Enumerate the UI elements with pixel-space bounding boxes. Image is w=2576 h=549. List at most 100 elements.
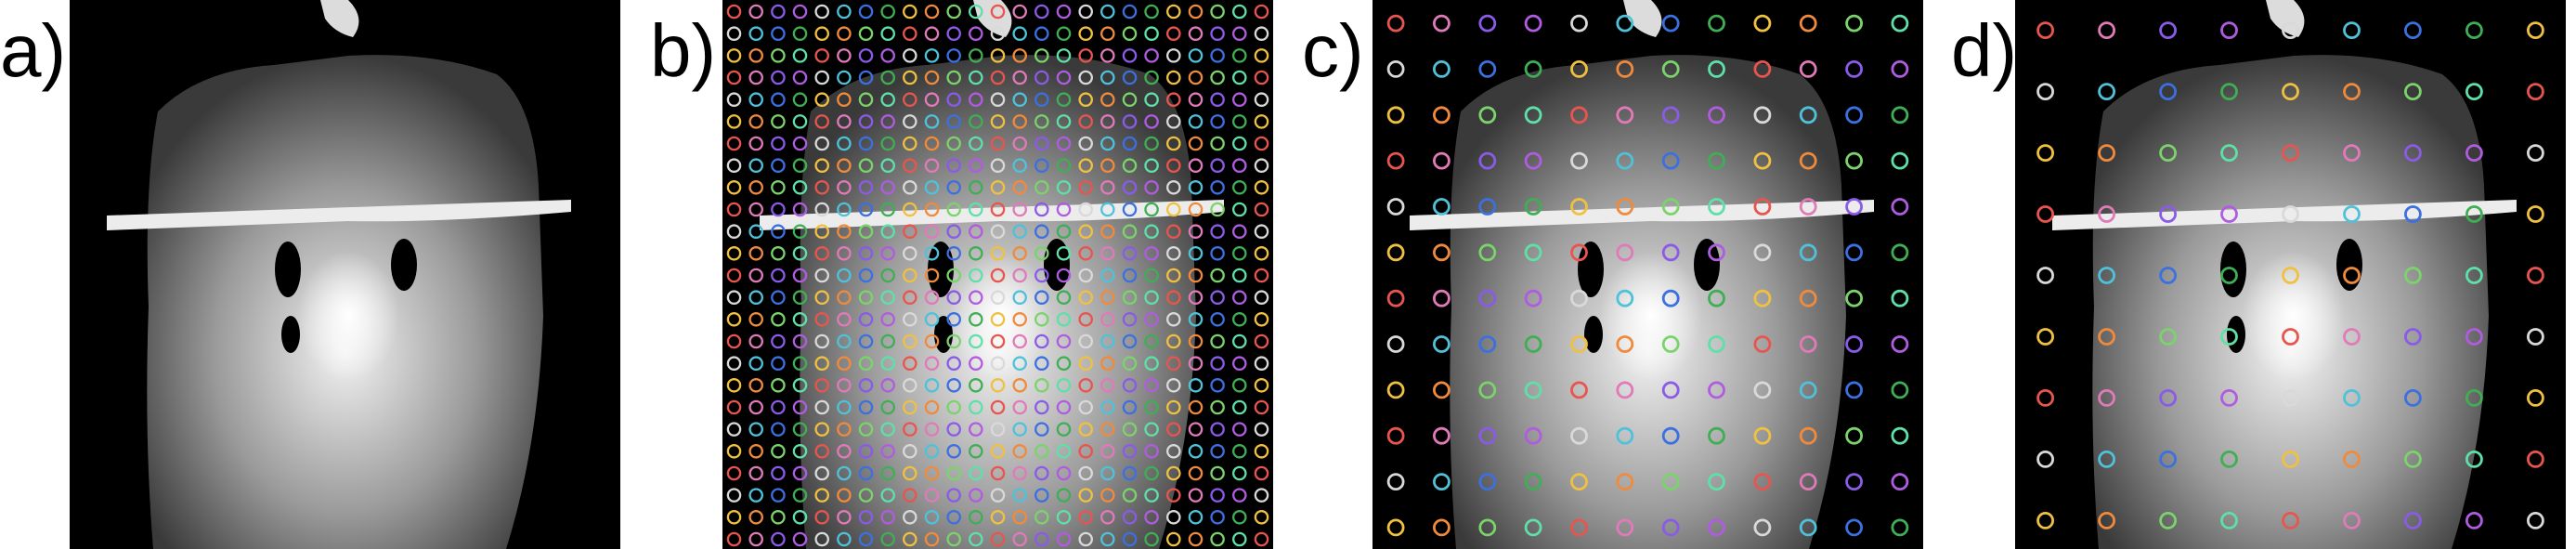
sample-ring bbox=[1012, 114, 1027, 129]
sample-ring bbox=[1056, 290, 1072, 305]
sample-ring bbox=[1188, 465, 1203, 481]
sample-ring bbox=[1232, 333, 1247, 349]
sample-ring bbox=[1799, 518, 1817, 537]
sample-ring bbox=[837, 356, 852, 371]
sample-ring bbox=[2465, 144, 2483, 163]
sample-ring bbox=[858, 26, 874, 41]
sample-ring bbox=[1254, 268, 1269, 283]
sample-ring bbox=[792, 268, 808, 283]
sample-ring bbox=[990, 378, 1006, 393]
sample-ring bbox=[771, 158, 786, 173]
sample-ring bbox=[880, 180, 895, 195]
sample-ring bbox=[990, 312, 1006, 327]
sample-ring bbox=[792, 92, 808, 107]
sample-ring bbox=[969, 399, 983, 415]
sample-ring bbox=[792, 180, 808, 195]
sample-ring bbox=[1433, 473, 1451, 490]
sample-ring bbox=[726, 202, 742, 217]
sample-ring bbox=[1034, 180, 1049, 195]
sample-ring bbox=[1078, 290, 1093, 305]
sample-ring bbox=[726, 92, 742, 107]
sample-ring bbox=[946, 268, 961, 283]
sample-ring bbox=[1166, 465, 1181, 481]
sample-ring bbox=[1570, 473, 1588, 490]
sample-ring bbox=[814, 422, 829, 437]
sample-ring bbox=[1799, 151, 1817, 170]
sample-ring bbox=[1166, 4, 1181, 20]
sample-ring bbox=[814, 224, 829, 239]
sample-ring bbox=[1012, 488, 1027, 503]
sample-ring bbox=[2098, 21, 2115, 39]
sample-ring bbox=[748, 510, 763, 525]
sample-ring bbox=[2403, 512, 2422, 529]
sample-ring bbox=[771, 268, 786, 283]
sample-ring bbox=[946, 4, 961, 20]
sample-ring bbox=[990, 290, 1006, 305]
sample-ring bbox=[771, 488, 786, 503]
glasses-bar bbox=[107, 200, 571, 230]
sample-ring bbox=[726, 333, 742, 349]
sample-ring bbox=[1478, 243, 1497, 262]
sample-ring bbox=[1144, 465, 1159, 481]
sample-ring bbox=[924, 246, 940, 261]
sample-ring bbox=[1708, 60, 1725, 78]
sample-ring bbox=[946, 136, 961, 151]
sample-ring bbox=[2343, 83, 2361, 100]
sample-ring bbox=[2465, 83, 2483, 100]
sample-ring bbox=[858, 70, 874, 85]
glasses-bar bbox=[760, 200, 1224, 230]
sample-ring bbox=[946, 26, 961, 41]
sample-ring bbox=[858, 399, 874, 415]
sample-ring bbox=[748, 136, 763, 151]
sample-ring bbox=[990, 202, 1006, 217]
sample-ring bbox=[1166, 488, 1181, 503]
sample-ring bbox=[924, 136, 940, 151]
sample-ring bbox=[1034, 268, 1049, 283]
sample-ring bbox=[2343, 512, 2361, 529]
sample-ring bbox=[969, 70, 983, 85]
sample-ring bbox=[858, 4, 874, 20]
sample-ring bbox=[748, 180, 763, 195]
sample-ring bbox=[990, 510, 1006, 525]
sample-ring bbox=[1056, 26, 1072, 41]
sample-ring bbox=[1891, 335, 1909, 353]
sample-ring bbox=[946, 180, 961, 195]
sample-ring bbox=[1570, 60, 1588, 78]
sample-ring bbox=[792, 356, 808, 371]
sample-ring bbox=[1166, 114, 1181, 129]
sample-ring bbox=[1386, 381, 1405, 399]
nose-highlight bbox=[2243, 251, 2345, 381]
sample-ring bbox=[880, 488, 895, 503]
sample-ring bbox=[1188, 246, 1203, 261]
sample-ring bbox=[1254, 26, 1269, 41]
sample-ring bbox=[858, 312, 874, 327]
sample-ring bbox=[2465, 21, 2483, 39]
sample-ring bbox=[2159, 267, 2178, 284]
sample-ring bbox=[1570, 518, 1588, 537]
sample-ring bbox=[1891, 198, 1909, 216]
sample-ring bbox=[748, 333, 763, 349]
sample-ring bbox=[2343, 328, 2361, 346]
sample-ring bbox=[792, 202, 808, 217]
sample-ring bbox=[1056, 114, 1072, 129]
sample-ring bbox=[792, 531, 808, 547]
sample-ring bbox=[814, 399, 829, 415]
sample-ring bbox=[1100, 531, 1115, 547]
sample-ring bbox=[1122, 26, 1138, 41]
depth-face-image-b bbox=[722, 0, 1273, 549]
sample-ring bbox=[771, 26, 786, 41]
sample-ring bbox=[946, 510, 961, 525]
sample-ring bbox=[880, 444, 895, 459]
sample-ring bbox=[1433, 335, 1451, 353]
sample-ring bbox=[2220, 144, 2238, 163]
sample-ring bbox=[1122, 444, 1138, 459]
sample-ring bbox=[748, 246, 763, 261]
sample-ring bbox=[858, 333, 874, 349]
sample-ring bbox=[1570, 243, 1588, 262]
sample-ring bbox=[1100, 202, 1115, 217]
sample-ring bbox=[1012, 224, 1027, 239]
sample-ring bbox=[2098, 328, 2115, 346]
sample-ring bbox=[837, 268, 852, 283]
sample-ring bbox=[814, 26, 829, 41]
sample-ring bbox=[903, 488, 917, 503]
